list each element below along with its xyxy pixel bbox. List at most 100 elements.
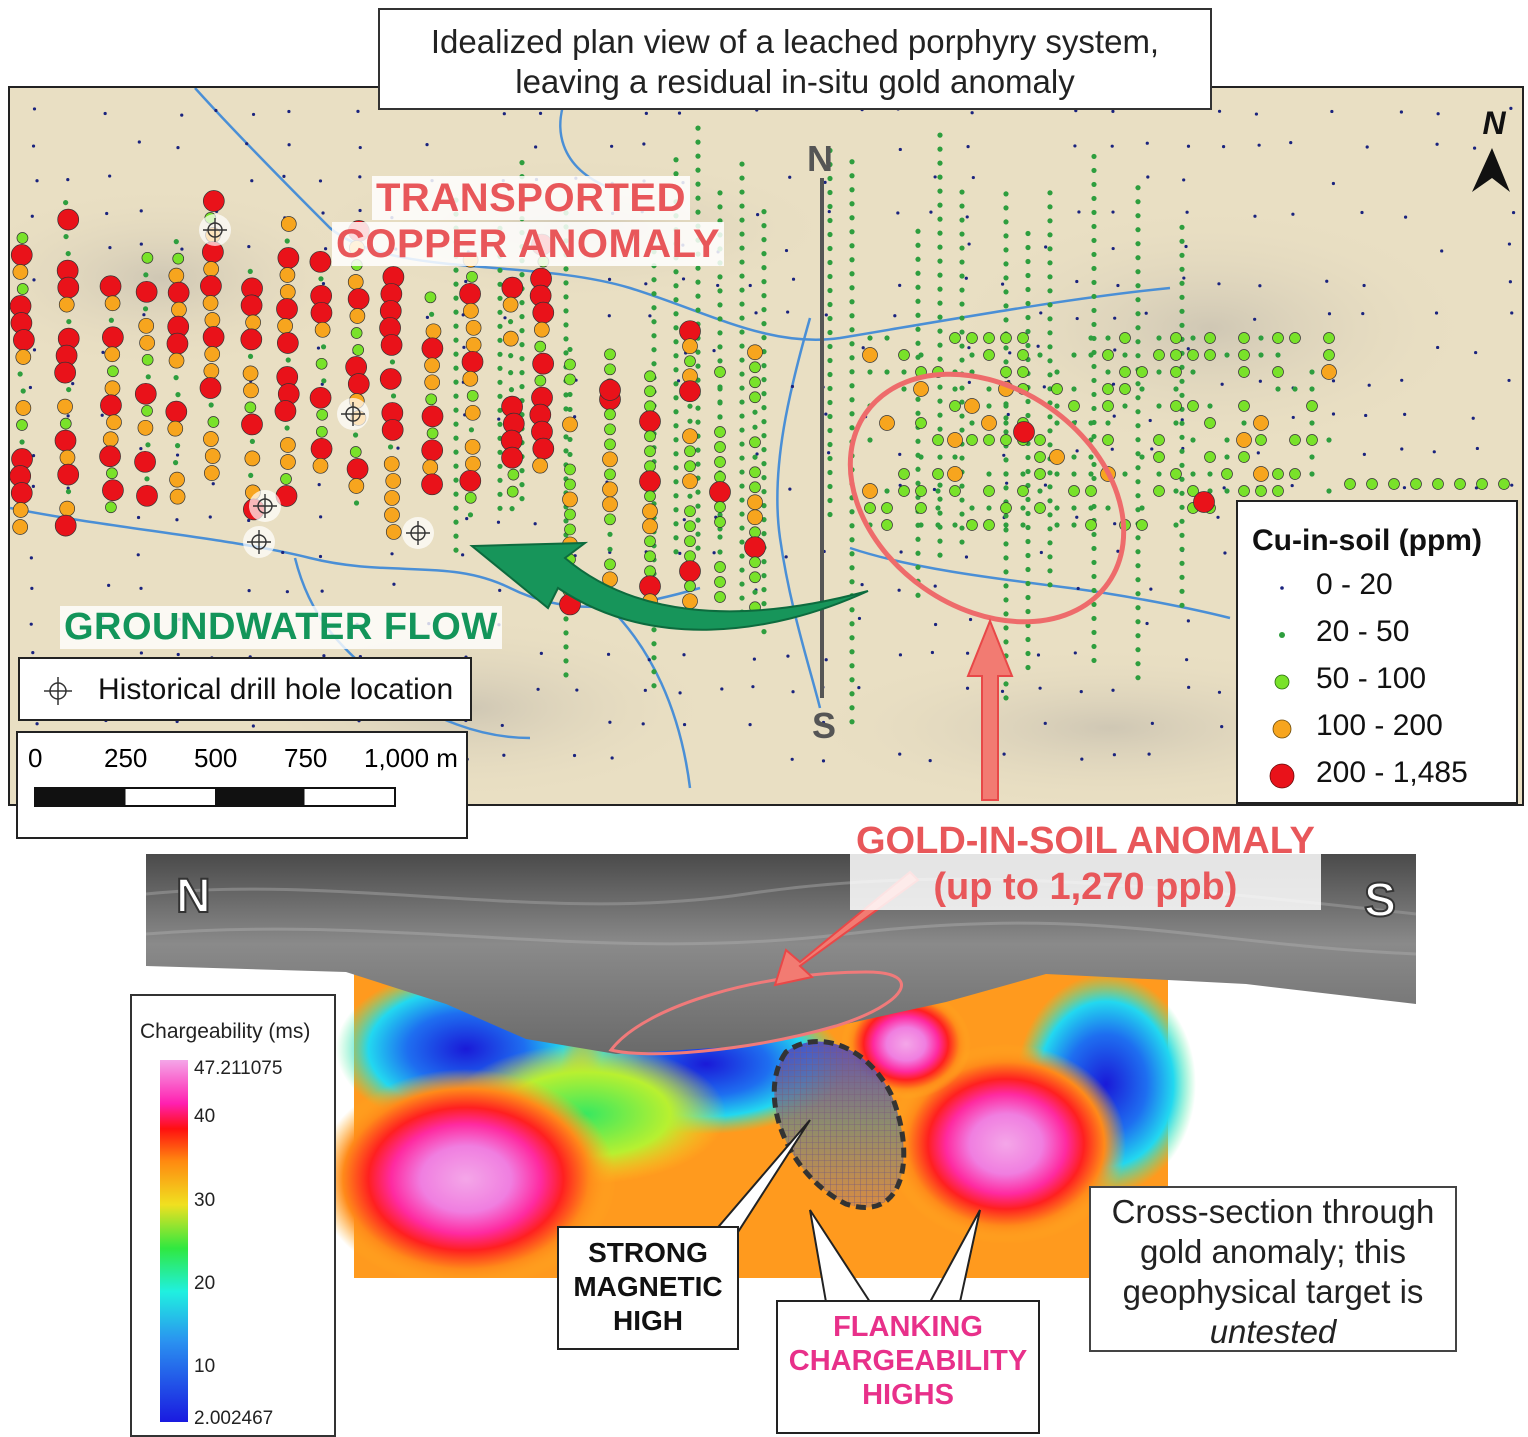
soil-sample-point [1221, 468, 1233, 480]
soil-sample-point [752, 409, 758, 415]
soil-sample-point [316, 408, 329, 421]
soil-sample-point [1025, 328, 1031, 335]
soil-sample-point [644, 445, 656, 458]
soil-sample-point [849, 509, 855, 515]
soil-sample-point [897, 588, 901, 592]
soil-sample-point [862, 347, 878, 363]
soil-sample-point [1135, 493, 1141, 499]
chg-tick-10: 10 [194, 1356, 216, 1377]
soil-sample-point [426, 427, 439, 440]
soil-sample-point [791, 690, 795, 694]
soil-sample-point [564, 373, 576, 386]
soil-sample-point [1025, 650, 1031, 657]
soil-sample-point [1025, 594, 1031, 601]
soil-sample-point [673, 269, 679, 275]
soil-sample-point [1091, 475, 1097, 482]
soil-sample-point [244, 401, 257, 414]
soil-sample-point [1153, 451, 1165, 463]
soil-sample-point [684, 520, 696, 533]
stream-line [194, 88, 1171, 341]
section-north-label: N [176, 870, 211, 923]
soil-sample-point [136, 553, 140, 557]
soil-sample-point [739, 259, 745, 265]
copper-anomaly-label-line1: TRANSPORTED [372, 176, 690, 220]
soil-sample-point [749, 376, 761, 389]
soil-sample-point [644, 460, 656, 473]
soil-sample-point [1153, 485, 1165, 497]
soil-sample-point [1135, 647, 1141, 653]
soil-sample-point [1156, 403, 1162, 409]
soil-sample-point [959, 287, 965, 293]
soil-sample-point [318, 554, 323, 559]
soil-sample-point [321, 282, 326, 286]
soil-sample-point [108, 246, 112, 250]
soil-sample-point [1091, 209, 1097, 216]
soil-sample-point [30, 214, 34, 218]
soil-sample-point [17, 371, 23, 377]
soil-sample-point [240, 328, 263, 351]
soil-sample-point [1091, 573, 1097, 580]
soil-sample-point [1047, 484, 1053, 490]
soil-sample-point [279, 267, 296, 283]
soil-sample-point [959, 301, 965, 307]
soil-sample-point [739, 567, 745, 573]
soil-sample-point [752, 454, 758, 460]
soil-sample-point [468, 427, 475, 433]
soil-sample-point [747, 344, 763, 361]
soil-sample-point [279, 284, 296, 300]
soil-sample-point [244, 450, 261, 467]
soil-sample-point [214, 108, 218, 113]
cu-class-2-symbol [1262, 615, 1302, 655]
soil-sample-point [1047, 540, 1053, 546]
soil-sample-point [673, 297, 679, 303]
soil-sample-point [563, 336, 569, 342]
soil-sample-point [849, 313, 855, 319]
soil-sample-point [1043, 483, 1048, 487]
soil-sample-point [739, 469, 745, 475]
soil-sample-point [1135, 409, 1141, 415]
soil-sample-point [1217, 282, 1221, 286]
section-north-marker: N [807, 138, 833, 179]
soil-sample-point [1071, 352, 1077, 358]
soil-sample-point [915, 270, 921, 276]
soil-sample-point [959, 511, 965, 517]
soil-sample-point [673, 451, 679, 457]
soil-sample-point [1054, 420, 1060, 426]
soil-sample-point [761, 363, 767, 369]
soil-sample-point [849, 215, 855, 221]
soil-sample-point [277, 318, 293, 334]
soil-sample-point [384, 507, 400, 523]
soil-sample-point [1025, 496, 1031, 503]
soil-sample-point [1047, 218, 1053, 224]
soil-sample-point [1507, 378, 1511, 383]
soil-sample-point [101, 350, 105, 354]
soil-sample-point [966, 519, 978, 531]
soil-sample-point [1238, 451, 1250, 463]
soil-sample-point [248, 472, 254, 479]
soil-sample-point [827, 161, 833, 168]
soil-sample-point [453, 365, 459, 371]
soil-sample-point [1102, 349, 1114, 361]
soil-sample-point [30, 586, 34, 590]
soil-sample-point [1253, 214, 1257, 218]
soil-sample-point [57, 463, 80, 486]
soil-sample-point [519, 328, 525, 334]
soil-sample-point [714, 561, 726, 573]
cross-note-line1: Cross-section through [1111, 1193, 1435, 1230]
soil-sample-point [898, 468, 910, 480]
soil-sample-point [1507, 242, 1512, 246]
soil-sample-point [1436, 345, 1440, 350]
soil-sample-point [1139, 505, 1145, 511]
soil-sample-point [1238, 366, 1250, 378]
soil-sample-point [983, 332, 995, 344]
soil-sample-point [1135, 465, 1141, 471]
soil-sample-point [849, 299, 855, 305]
soil-sample-point [1179, 266, 1185, 272]
soil-sample-point [1223, 551, 1227, 555]
soil-sample-point [827, 259, 833, 266]
soil-sample-point [849, 691, 855, 697]
soil-sample-point [682, 428, 698, 445]
cross-note-line2: gold anomaly; this [1140, 1233, 1406, 1270]
cu-class-2-label: 20 - 50 [1316, 615, 1410, 648]
soil-sample-point [1179, 238, 1185, 244]
